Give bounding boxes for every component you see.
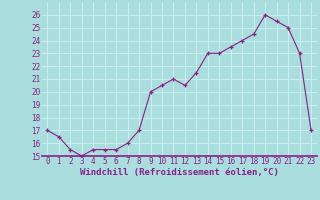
X-axis label: Windchill (Refroidissement éolien,°C): Windchill (Refroidissement éolien,°C)	[80, 168, 279, 177]
